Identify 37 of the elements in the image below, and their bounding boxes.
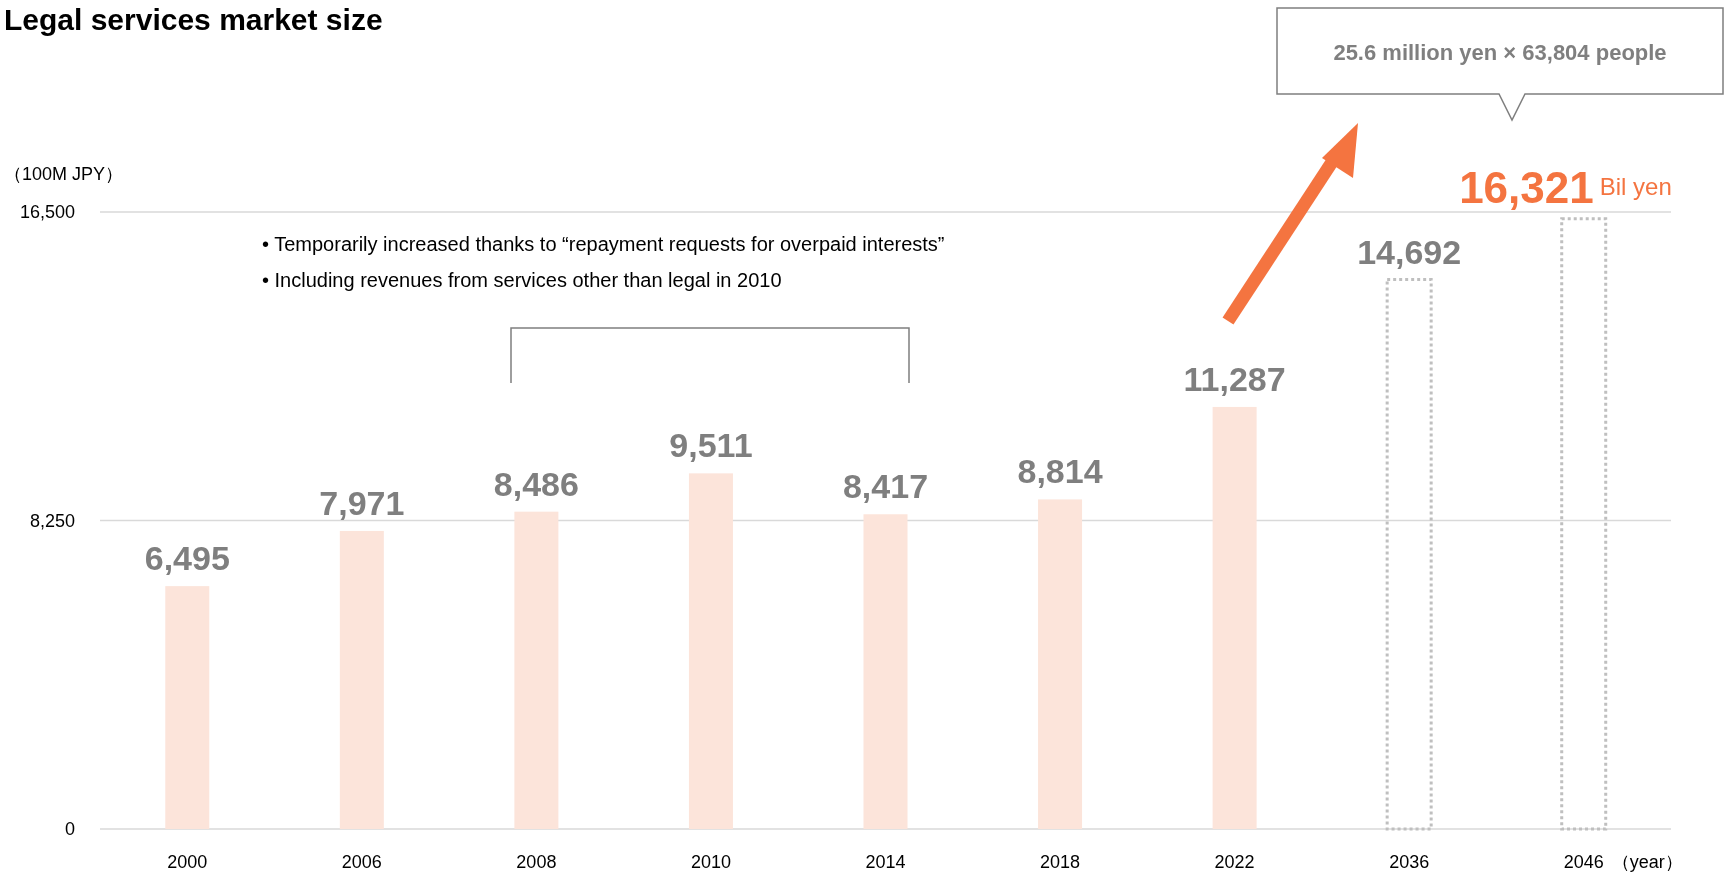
bar xyxy=(514,511,559,829)
annotation: • Including revenues from services other than legal in 2010 xyxy=(262,269,782,291)
bar xyxy=(863,514,908,829)
data-label: 9,511 xyxy=(669,426,753,465)
x-tick-label: 2022 xyxy=(1214,852,1255,872)
annotation: • Temporarily increased thanks to “repayment requests for overpaid interests” xyxy=(262,233,945,255)
y-tick-label: 0 xyxy=(64,819,75,839)
bar xyxy=(165,586,210,829)
callout: 25.6 million yen × 63,804 people xyxy=(1276,7,1724,122)
x-tick-label: 2006 xyxy=(341,852,382,872)
bar xyxy=(1560,217,1608,831)
data-label: 14,692 xyxy=(1357,232,1462,271)
x-tick-label: 2046 xyxy=(1563,852,1604,872)
data-label: 7,971 xyxy=(319,483,405,522)
data-label: 16,321 xyxy=(1459,162,1594,212)
data-label: 8,417 xyxy=(842,467,929,506)
x-tick-label: 2018 xyxy=(1040,852,1081,872)
data-label: 8,486 xyxy=(493,464,579,503)
bar xyxy=(1385,278,1433,831)
x-tick-label: 2000 xyxy=(167,852,208,872)
bar xyxy=(1038,499,1083,829)
y-tick-label: 16,500 xyxy=(19,202,75,222)
chart-title: Legal services market size xyxy=(4,3,383,36)
y-axis-title: （100M JPY） xyxy=(4,164,124,184)
data-label: 11,287 xyxy=(1183,359,1286,398)
bar xyxy=(339,530,384,829)
x-tick-label: 2014 xyxy=(865,852,906,872)
x-tick-label: 2008 xyxy=(516,852,557,872)
x-tick-label: 2010 xyxy=(690,852,731,872)
data-label: 8,814 xyxy=(1017,452,1103,491)
data-label: 6,495 xyxy=(144,539,230,578)
x-tick-label: 2036 xyxy=(1389,852,1430,872)
x-axis-title: （year） xyxy=(1611,852,1683,872)
annotation: Bil yen xyxy=(1599,172,1672,200)
y-tick-label: 8,250 xyxy=(29,510,75,531)
bar xyxy=(1212,406,1257,829)
bar xyxy=(688,473,733,829)
